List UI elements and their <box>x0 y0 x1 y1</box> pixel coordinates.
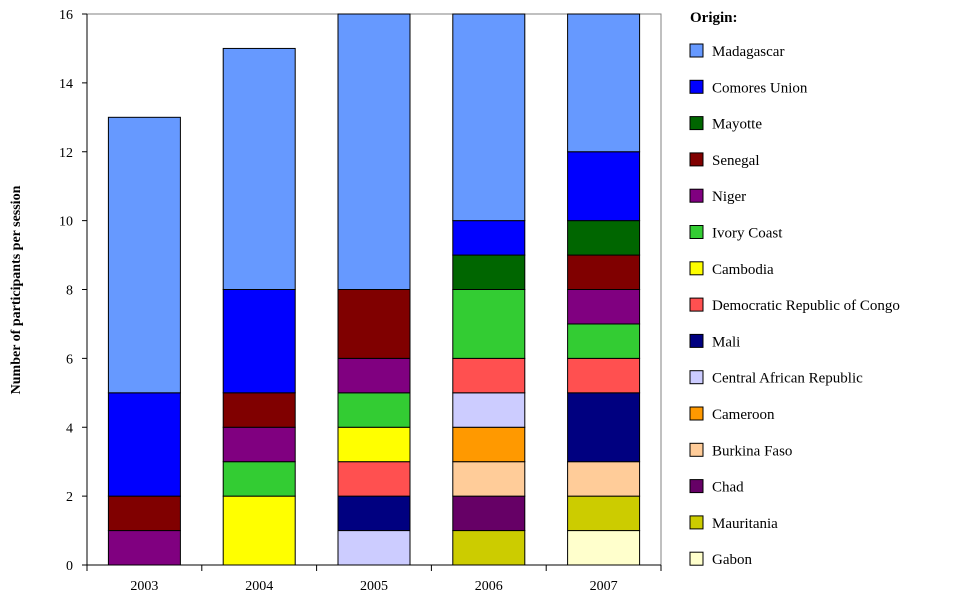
bar-segment-2006-comores-union <box>452 220 526 256</box>
y-tick-label: 4 <box>66 421 73 436</box>
bar-segment-2006-madagascar <box>452 13 526 222</box>
bar-segment-2005-niger <box>337 357 411 394</box>
y-tick-label: 2 <box>66 490 73 505</box>
y-tick-label: 6 <box>66 352 73 367</box>
legend-label-niger: Niger <box>712 189 746 205</box>
legend-swatch-cambodia <box>689 261 704 276</box>
legend-label-senegal: Senegal <box>712 153 759 169</box>
bar-segment-2006-ivory-coast <box>452 289 526 359</box>
legend-label-mayotte: Mayotte <box>712 117 762 133</box>
bar-segment-2006-chad <box>452 495 526 532</box>
legend-label-cameroon: Cameroon <box>712 407 775 423</box>
bar-segment-2007-burkina-faso <box>567 461 641 497</box>
bar-segment-2005-democratic-republic-of-congo <box>337 461 411 497</box>
legend-swatch-madagascar <box>689 43 704 58</box>
y-tick-label: 16 <box>59 8 73 23</box>
bar-segment-2007-democratic-republic-of-congo <box>567 357 641 394</box>
bar-segment-2007-niger <box>567 289 641 325</box>
legend-swatch-mali <box>689 333 704 348</box>
bar-segment-2004-ivory-coast <box>222 461 296 497</box>
y-tick-label: 10 <box>59 215 73 230</box>
bar-segment-2005-cambodia <box>337 426 411 463</box>
x-tick-label: 2005 <box>360 579 388 594</box>
bar-segment-2006-mayotte <box>452 254 526 290</box>
bar-segment-2004-madagascar <box>222 47 296 290</box>
x-axis: 2003 2004 2005 2006 2007 <box>86 564 662 594</box>
y-tick-label: 8 <box>66 284 73 299</box>
y-tick-label: 12 <box>59 146 73 161</box>
legend-label-ivory-coast: Ivory Coast <box>712 226 783 242</box>
bar-segment-2004-cambodia <box>222 495 296 566</box>
bar-segment-2006-democratic-republic-of-congo <box>452 357 526 394</box>
x-tick-label: 2003 <box>130 579 158 594</box>
y-tick-label: 14 <box>59 77 73 92</box>
bar-segment-2005-senegal <box>337 289 411 359</box>
bar-segment-2006-burkina-faso <box>452 461 526 497</box>
bar-segment-2005-central-african-republic <box>337 530 411 566</box>
bar-segment-2004-niger <box>222 426 296 463</box>
plot-area <box>86 13 662 566</box>
bar-segment-2003-madagascar <box>107 116 181 394</box>
legend-label-cambodia: Cambodia <box>712 262 774 278</box>
bar-segment-2003-niger <box>107 530 181 566</box>
legend-swatch-mauritania <box>689 515 704 530</box>
legend-swatch-ivory-coast <box>689 225 704 239</box>
y-axis-label: Number of participants per session <box>9 185 24 394</box>
bar-segment-2007-madagascar <box>567 13 641 153</box>
bar-segment-2003-senegal <box>107 495 181 532</box>
bar-segment-2005-ivory-coast <box>337 392 411 428</box>
bar-segment-2003-comores-union <box>107 392 181 497</box>
legend-label-central-african-republic: Central African Republic <box>712 371 863 387</box>
legend-swatch-burkina-faso <box>689 442 704 457</box>
legend-swatch-comores-union <box>689 79 704 94</box>
legend-swatch-mayotte <box>689 116 704 131</box>
legend-swatch-gabon <box>689 551 704 566</box>
bar-segment-2007-mauritania <box>567 495 641 532</box>
legend-label-madagascar: Madagascar <box>712 44 784 60</box>
bar-segment-2007-senegal <box>567 254 641 290</box>
legend-swatch-senegal <box>689 152 704 167</box>
legend-label-democratic-republic-of-congo: Democratic Republic of Congo <box>712 298 900 314</box>
legend-label-chad: Chad <box>712 480 744 496</box>
legend-swatch-central-african-republic <box>689 370 704 385</box>
bar-segment-2006-cameroon <box>452 426 526 463</box>
bar-segment-2006-mauritania <box>452 530 526 566</box>
x-tick-label: 2006 <box>475 579 503 594</box>
bar-segment-2005-madagascar <box>337 13 411 290</box>
legend-label-mauritania: Mauritania <box>712 516 778 532</box>
legend-label-comores-union: Comores Union <box>712 80 808 96</box>
bar-segment-2004-comores-union <box>222 289 296 394</box>
legend-swatch-cameroon <box>689 406 704 421</box>
legend: Origin: Madagascar Comores Union Mayotte Se… <box>689 10 900 568</box>
x-tick-label: 2007 <box>590 579 618 594</box>
bar-segment-2006-central-african-republic <box>452 392 526 428</box>
legend-title: Origin: <box>690 10 738 26</box>
bar-segment-2005-mali <box>337 495 411 532</box>
legend-swatch-chad <box>689 479 704 494</box>
bar-segment-2007-gabon <box>567 530 641 566</box>
legend-swatch-democratic-republic-of-congo <box>689 297 704 312</box>
y-tick-label: 0 <box>66 559 73 574</box>
legend-swatch-niger <box>689 188 704 203</box>
bar-segment-2007-ivory-coast <box>567 323 641 359</box>
bar-segment-2007-mali <box>567 392 641 463</box>
legend-label-mali: Mali <box>712 334 740 350</box>
bar-segment-2004-senegal <box>222 392 296 428</box>
y-axis: 0 2 4 6 8 10 12 14 16 <box>59 8 88 574</box>
legend-label-burkina-faso: Burkina Faso <box>712 443 792 459</box>
legend-label-gabon: Gabon <box>712 552 752 568</box>
bar-segment-2007-comores-union <box>567 151 641 222</box>
x-tick-label: 2004 <box>245 579 273 594</box>
bar-segment-2007-mayotte <box>567 220 641 256</box>
